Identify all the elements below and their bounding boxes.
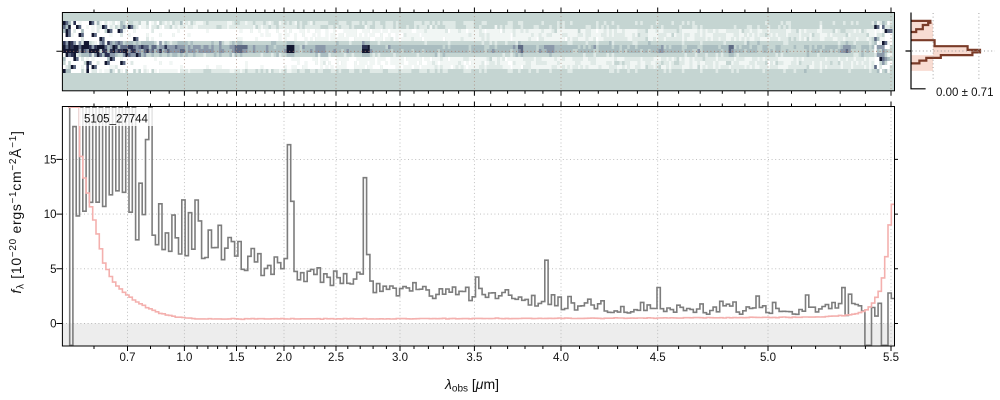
svg-text:3.0: 3.0 — [392, 352, 408, 364]
svg-text:0.7: 0.7 — [120, 352, 136, 364]
svg-text:4.5: 4.5 — [650, 352, 666, 364]
svg-text:5: 5 — [50, 264, 56, 276]
svg-text:2.0: 2.0 — [276, 352, 292, 364]
svg-text:2.5: 2.5 — [328, 352, 344, 364]
svg-text:λobs [μm]: λobs [μm] — [444, 376, 499, 395]
svg-text:10: 10 — [44, 209, 57, 221]
svg-text:5.5: 5.5 — [883, 352, 899, 364]
svg-text:15: 15 — [44, 154, 57, 166]
svg-text:0.00 ± 0.71: 0.00 ± 0.71 — [936, 87, 993, 99]
svg-text:5105_27744: 5105_27744 — [84, 114, 149, 126]
svg-text:1.0: 1.0 — [176, 352, 192, 364]
svg-text:4.0: 4.0 — [553, 352, 569, 364]
svg-text:1.5: 1.5 — [229, 352, 245, 364]
svg-text:fλ [10−20 ergs−1cm−2Å−1]: fλ [10−20 ergs−1cm−2Å−1] — [8, 130, 27, 293]
svg-text:3.5: 3.5 — [466, 352, 482, 364]
svg-text:5.0: 5.0 — [760, 352, 776, 364]
svg-text:0: 0 — [50, 319, 56, 331]
